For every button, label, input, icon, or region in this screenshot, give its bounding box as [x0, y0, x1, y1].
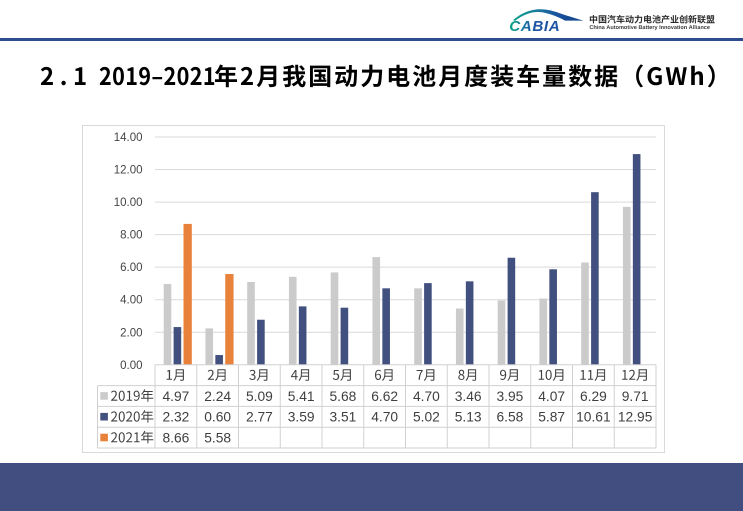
svg-text:6.00: 6.00 [120, 262, 142, 274]
svg-text:5.68: 5.68 [329, 389, 356, 404]
svg-text:6.29: 6.29 [580, 389, 607, 404]
svg-text:4.00: 4.00 [120, 295, 142, 307]
svg-text:2.24: 2.24 [204, 389, 231, 404]
svg-text:12.95: 12.95 [618, 410, 653, 425]
svg-text:5.58: 5.58 [204, 430, 231, 445]
svg-text:5.02: 5.02 [413, 410, 440, 425]
svg-text:0.60: 0.60 [204, 410, 231, 425]
svg-text:4.97: 4.97 [162, 389, 189, 404]
svg-text:8.00: 8.00 [120, 230, 142, 242]
svg-text:4.70: 4.70 [413, 389, 440, 404]
svg-text:14.00: 14.00 [114, 132, 143, 144]
svg-text:3.51: 3.51 [329, 410, 356, 425]
svg-text:4.70: 4.70 [371, 410, 398, 425]
svg-text:CABIA: CABIA [509, 18, 560, 35]
svg-text:5.87: 5.87 [538, 410, 565, 425]
svg-text:8.66: 8.66 [162, 430, 189, 445]
svg-text:0.00: 0.00 [120, 360, 142, 372]
svg-text:2.32: 2.32 [162, 410, 189, 425]
svg-text:5.41: 5.41 [288, 389, 315, 404]
svg-text:6.58: 6.58 [496, 410, 523, 425]
svg-text:6.62: 6.62 [371, 389, 398, 404]
svg-text:10.00: 10.00 [114, 197, 143, 209]
svg-text:12.00: 12.00 [114, 165, 143, 177]
svg-text:3.59: 3.59 [288, 410, 315, 425]
svg-text:5.13: 5.13 [455, 410, 482, 425]
svg-text:2.77: 2.77 [246, 410, 273, 425]
svg-text:3.46: 3.46 [455, 389, 482, 404]
svg-text:2.00: 2.00 [120, 327, 142, 339]
svg-text:10.61: 10.61 [576, 410, 611, 425]
svg-text:4.07: 4.07 [538, 389, 565, 404]
svg-text:5.09: 5.09 [246, 389, 273, 404]
svg-text:3.95: 3.95 [496, 389, 523, 404]
svg-text:9.71: 9.71 [622, 389, 649, 404]
